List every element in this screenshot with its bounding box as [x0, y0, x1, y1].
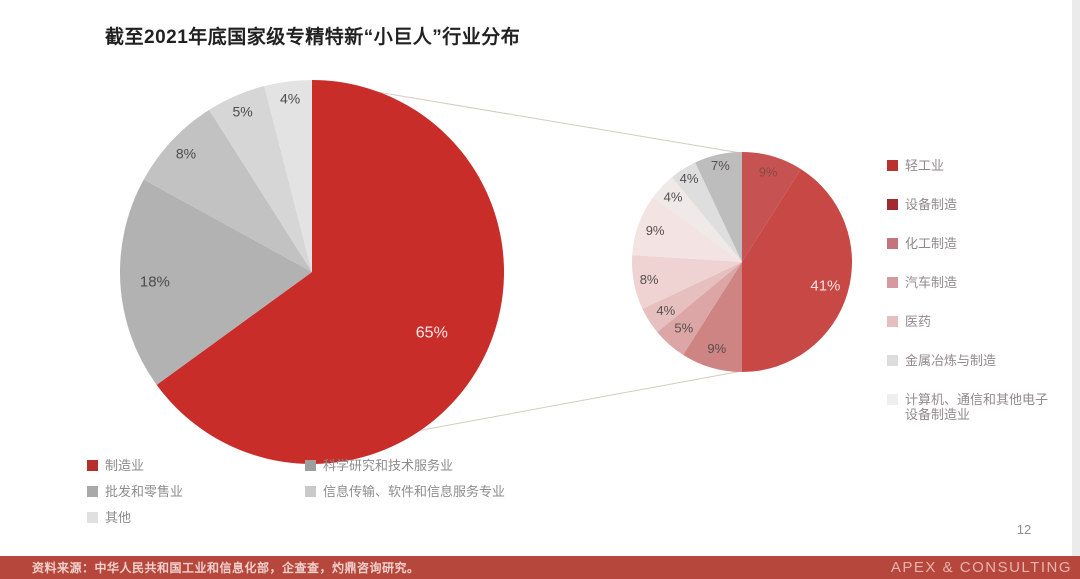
connector-line — [311, 80, 742, 154]
page-number: 12 — [1016, 522, 1032, 537]
legend-swatch — [887, 160, 898, 171]
legend-label: 汽车制造 — [905, 275, 958, 290]
pie-label: 7% — [711, 158, 730, 173]
pie-slice-manufacturing-breakdown-6 — [632, 197, 742, 262]
pie-slice-manufacturing-breakdown-7 — [653, 177, 742, 262]
pie-slice-manufacturing-breakdown-4 — [642, 262, 742, 333]
pie-label: 9% — [707, 341, 726, 356]
footer-bar: 资料来源：中华人民共和国工业和信息化部，企查查，灼鼎咨询研究。 APEX & C… — [0, 556, 1080, 579]
pie-label: 9% — [646, 223, 665, 238]
legend-item-wholesale-retail: 批发和零售业 — [87, 484, 183, 499]
pie-label: 4% — [656, 303, 675, 318]
pie-slice-manufacturing-breakdown-9 — [695, 152, 742, 262]
pie-slice-overall-industry-distribution-4 — [264, 80, 312, 272]
legend-item-research-services: 科学研究和技术服务业 — [305, 458, 505, 473]
legend-swatch — [887, 238, 898, 249]
legend-label: 医药 — [905, 314, 932, 329]
legend-overall-col1: 制造业 批发和零售业 其他 — [87, 458, 183, 525]
legend-label: 化工制造 — [905, 236, 958, 251]
legend-item-equipment-manufacturing: 设备制造 — [887, 197, 1057, 212]
legend-label: 制造业 — [105, 458, 145, 473]
legend-swatch — [887, 199, 898, 210]
legend-label: 其他 — [105, 510, 132, 525]
legend-label: 金属冶炼与制造 — [905, 353, 997, 368]
legend-item-light-industry: 轻工业 — [887, 158, 1057, 173]
pie-slice-manufacturing-breakdown-2 — [683, 262, 742, 372]
pie-label: 9% — [759, 165, 778, 180]
legend-swatch — [305, 486, 317, 497]
legend-label: 设备制造 — [905, 197, 958, 212]
legend-item-metal-smelting: 金属冶炼与制造 — [887, 353, 1057, 368]
legend-swatch — [87, 512, 98, 523]
pie-label: 18% — [140, 273, 170, 290]
pie-slice-manufacturing-breakdown-1 — [742, 169, 853, 373]
legend-overall: 制造业 批发和零售业 其他 科学研究和技术服务业 信息传输、软件和信息服务专业 — [87, 458, 505, 525]
chart-title: 截至2021年底国家级专精特新“小巨人”行业分布 — [105, 27, 521, 48]
legend-label: 计算机、通信和其他电子设备制造业 — [905, 392, 1049, 422]
legend-swatch — [887, 394, 898, 405]
footer-source-text: 资料来源：中华人民共和国工业和信息化部，企查查，灼鼎咨询研究。 — [32, 561, 420, 575]
legend-item-other: 其他 — [87, 510, 183, 525]
legend-item-chemical-manufacturing: 化工制造 — [887, 236, 1057, 251]
pie-slice-overall-industry-distribution-2 — [143, 109, 312, 272]
pie-label: 5% — [232, 104, 252, 120]
legend-swatch — [87, 460, 98, 471]
legend-overall-col2: 科学研究和技术服务业 信息传输、软件和信息服务专业 — [305, 458, 505, 525]
pie-label: 41% — [810, 278, 840, 295]
legend-item-medicine: 医药 — [887, 314, 1057, 329]
legend-label: 科学研究和技术服务业 — [323, 458, 454, 473]
legend-swatch — [887, 316, 898, 327]
legend-swatch — [305, 460, 317, 471]
pie-label: 4% — [664, 190, 683, 205]
legend-label: 轻工业 — [905, 158, 945, 173]
pie-slice-manufacturing-breakdown-5 — [632, 255, 742, 309]
pie-label: 8% — [640, 272, 659, 287]
pie-slice-manufacturing-breakdown-0 — [742, 152, 801, 262]
legend-label: 信息传输、软件和信息服务专业 — [323, 484, 506, 499]
pie-slice-overall-industry-distribution-1 — [120, 179, 312, 385]
legend-item-auto-manufacturing: 汽车制造 — [887, 275, 1057, 290]
pie-slice-manufacturing-breakdown-8 — [671, 162, 742, 262]
legend-swatch — [887, 277, 898, 288]
legend-breakdown: 轻工业 设备制造 化工制造 汽车制造 医药 金属冶炼与制造 计算机、通信和其他电… — [887, 158, 1057, 422]
pie-label: 4% — [680, 171, 699, 186]
pie-label: 65% — [416, 325, 448, 342]
legend-label: 批发和零售业 — [105, 484, 184, 499]
pie-slice-overall-industry-distribution-0 — [156, 80, 505, 464]
legend-swatch — [887, 355, 898, 366]
pie-slice-overall-industry-distribution-3 — [209, 86, 312, 272]
pie-label: 5% — [674, 321, 693, 336]
pie-label: 8% — [176, 146, 196, 162]
legend-item-information-services: 信息传输、软件和信息服务专业 — [305, 484, 505, 499]
legend-item-manufacturing: 制造业 — [87, 458, 183, 473]
pie-label: 4% — [280, 91, 300, 107]
pie-slice-manufacturing-breakdown-3 — [657, 262, 742, 355]
right-edge-strip — [1072, 0, 1080, 556]
legend-item-computer-electronics: 计算机、通信和其他电子设备制造业 — [887, 392, 1057, 422]
legend-swatch — [87, 486, 98, 497]
footer-brand-text: APEX & CONSULTING — [890, 559, 1072, 576]
